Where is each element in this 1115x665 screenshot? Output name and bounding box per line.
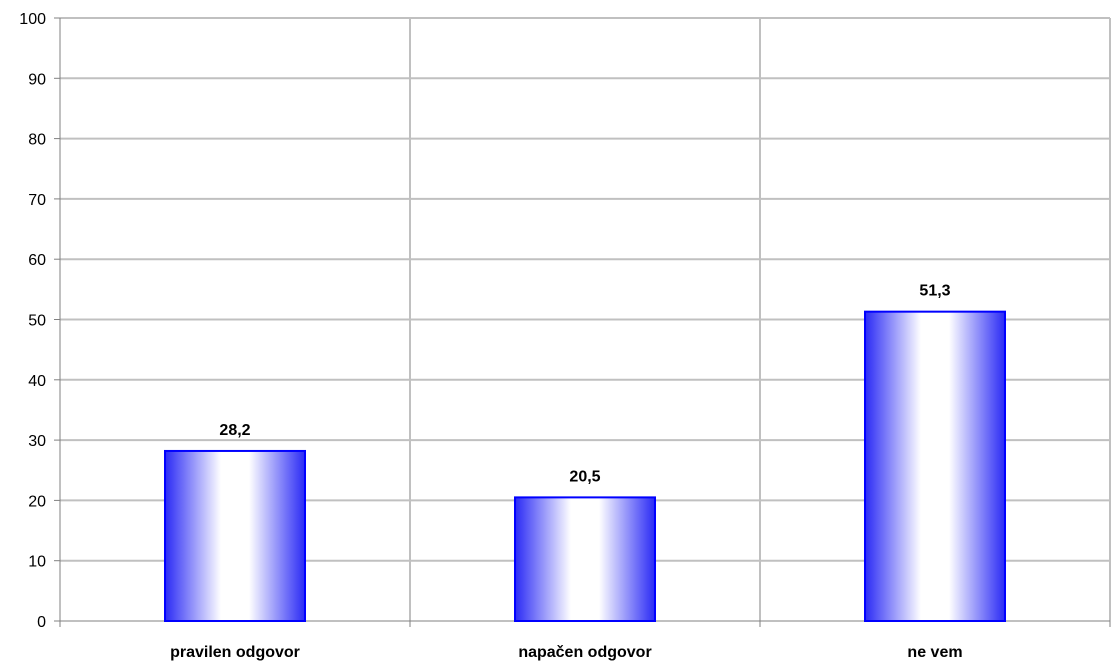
x-category-label: ne vem <box>907 644 962 661</box>
y-tick-label: 100 <box>19 11 46 28</box>
bar <box>164 449 306 623</box>
y-tick-label: 80 <box>28 132 46 149</box>
y-tick-label: 70 <box>28 192 46 209</box>
bar-value-label: 28,2 <box>219 422 250 439</box>
y-tick-label: 10 <box>28 554 46 571</box>
labels: 0 10 20 30 40 50 60 70 80 90 100 28,2 pravilen odgov… <box>19 11 962 661</box>
y-tick-label: 50 <box>28 313 46 330</box>
x-category-label: napačen odgovor <box>518 644 651 661</box>
y-tick-label: 90 <box>28 71 46 88</box>
grid-lines <box>60 17 1111 621</box>
bar-value-label: 20,5 <box>569 468 600 485</box>
bar <box>864 310 1006 622</box>
y-tick-label: 40 <box>28 373 46 390</box>
y-tick-label: 30 <box>28 433 46 450</box>
bars <box>164 310 1006 623</box>
y-tick-label: 20 <box>28 493 46 510</box>
bar <box>514 496 656 623</box>
y-tick-label: 60 <box>28 252 46 269</box>
bar-value-label: 51,3 <box>919 283 950 300</box>
x-category-label: pravilen odgovor <box>170 644 300 661</box>
y-tick-label: 0 <box>37 614 46 631</box>
